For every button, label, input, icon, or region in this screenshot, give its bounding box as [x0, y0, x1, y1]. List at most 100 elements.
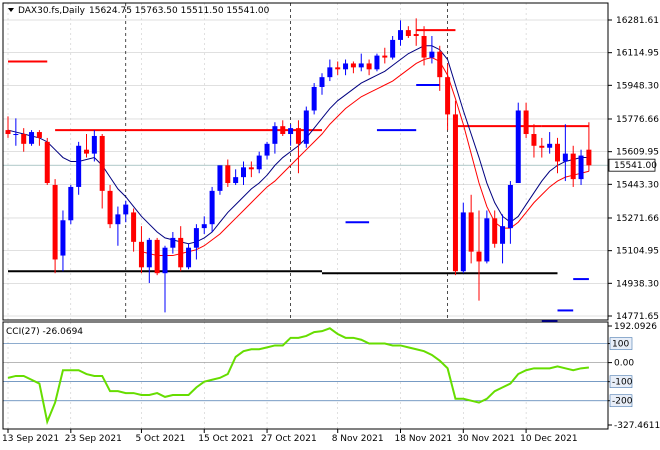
candle-body — [468, 212, 474, 252]
time-tick-label: 23 Sep 2021 — [65, 434, 122, 444]
candle-body — [21, 134, 27, 144]
price-tick-label: 15609.95 — [616, 148, 659, 158]
cci-tick-label: -200 — [612, 397, 633, 407]
time-tick-label: 27 Oct 2021 — [261, 434, 317, 444]
price-tick-label: 15443.30 — [616, 180, 659, 190]
candle-body — [500, 226, 506, 244]
candle-body — [209, 190, 215, 225]
candle-body — [68, 186, 74, 221]
price-tick-label: 16281.61 — [616, 16, 659, 26]
candle-body — [84, 149, 89, 154]
candle-body — [413, 34, 419, 36]
candle-body — [547, 143, 553, 148]
candle-body — [445, 77, 451, 115]
candle-body — [343, 63, 349, 70]
time-tick-label: 8 Nov 2021 — [332, 434, 384, 444]
candle-body — [162, 247, 168, 274]
collapse-arrow-icon[interactable] — [8, 8, 14, 12]
candle-body — [107, 190, 113, 225]
candle-body — [154, 239, 160, 274]
candle-body — [555, 143, 560, 162]
candle-body — [366, 63, 372, 70]
candle-body — [217, 165, 223, 191]
candle-body — [570, 153, 576, 180]
candle-body — [460, 212, 466, 272]
candle-body — [186, 247, 192, 268]
candle-body — [405, 30, 411, 36]
price-tick-label: 15104.95 — [616, 247, 659, 257]
candle-body — [256, 155, 262, 170]
candle-body — [36, 132, 42, 138]
symbol-label: DAX30.fs,Daily — [18, 6, 86, 16]
cci-series — [7, 327, 589, 426]
price-series: 15541.00 — [3, 18, 657, 323]
candle-body — [507, 184, 513, 229]
candle-body — [288, 128, 294, 135]
candle-body — [382, 55, 388, 58]
price-grid — [3, 3, 608, 429]
current-price-tag — [608, 158, 656, 172]
cci-axis: 192.0926 100 0.00 -100 -200 -327.4611 — [608, 322, 660, 431]
current-price-label: 15541.00 — [614, 161, 657, 171]
candle-body — [225, 165, 231, 184]
candle-body — [492, 218, 498, 244]
candle-body — [99, 135, 105, 191]
cci-tick-label: 0.00 — [614, 359, 634, 369]
candle-body — [280, 126, 286, 135]
cci-tick-label: 192.0926 — [614, 322, 657, 332]
candle-body — [76, 145, 82, 187]
candle-body — [5, 130, 11, 135]
time-tick-label: 18 Nov 2021 — [395, 434, 453, 444]
candle-body — [178, 237, 184, 268]
price-axis: 16281.61 16114.95 15948.30 15776.66 15609.95… — [608, 16, 659, 322]
candle-body — [146, 239, 152, 268]
candle-body — [44, 141, 50, 184]
cci-label: CCI(27) -26.0694 — [6, 327, 83, 337]
cci-line — [7, 327, 589, 426]
price-tick-label: 16114.95 — [616, 49, 659, 59]
candle-body — [358, 63, 364, 68]
candle-body — [295, 128, 301, 144]
candle-body — [586, 149, 592, 166]
candle-body — [193, 228, 199, 248]
candle-body — [437, 51, 443, 78]
candle-body — [233, 177, 239, 184]
candle-body — [241, 167, 246, 178]
cci-panel-frame — [2, 321, 609, 430]
candle-body — [115, 214, 121, 225]
candle-body — [350, 63, 356, 68]
candle-body — [562, 153, 568, 162]
candle-body — [398, 30, 403, 40]
candle-body — [523, 110, 529, 135]
cci-level-tag — [609, 394, 633, 408]
candle-body — [319, 77, 325, 87]
candle-body — [452, 114, 458, 272]
candle-body — [531, 134, 537, 146]
ohlc-values: 15624.75 15763.50 15511.50 15541.00 — [89, 6, 270, 16]
time-tick-label: 13 Sep 2021 — [2, 434, 59, 444]
candle-body — [138, 241, 144, 268]
price-tick-label: 14771.65 — [616, 312, 659, 322]
candle-body — [13, 134, 19, 136]
candle-body — [170, 237, 176, 248]
time-tick-label: 30 Nov 2021 — [457, 434, 515, 444]
price-tick-label: 15271.66 — [616, 214, 659, 224]
slow-ma-line — [141, 57, 590, 257]
candle-body — [421, 35, 427, 58]
cci-grid — [3, 343, 608, 402]
cci-level-tag — [609, 375, 633, 388]
time-axis: 13 Sep 2021 23 Sep 2021 5 Oct 2021 15 Oct 2… — [2, 429, 578, 444]
candle-body — [476, 251, 482, 262]
candle-body — [264, 143, 270, 156]
candle-body — [578, 155, 584, 180]
candle-body — [91, 135, 97, 154]
time-tick-label: 5 Oct 2021 — [135, 434, 185, 444]
candle-body — [248, 167, 254, 170]
price-panel-frame — [2, 2, 609, 321]
cci-tick-label: 100 — [612, 340, 629, 350]
price-tick-label: 15948.30 — [616, 81, 659, 91]
candle-body — [303, 110, 309, 144]
candle-body — [429, 51, 435, 58]
candle-body — [272, 126, 278, 144]
